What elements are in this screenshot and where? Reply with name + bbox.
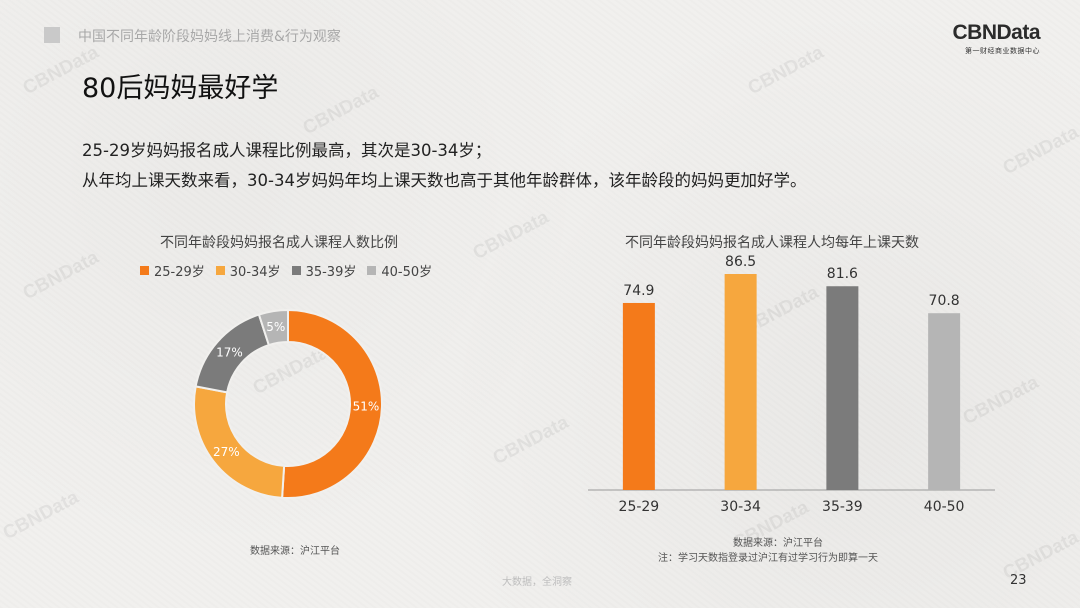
bar-category-label: 30-34 xyxy=(720,499,761,515)
bar xyxy=(622,302,655,490)
bar xyxy=(724,274,757,490)
brand: CBNData 第一财经商业数据中心 xyxy=(952,22,1040,56)
legend-item: 25-29岁 xyxy=(140,261,205,280)
page-number: 23 xyxy=(1010,573,1027,588)
bar-category-label: 40-50 xyxy=(924,499,965,515)
bar-value-label: 70.8 xyxy=(929,293,960,309)
bar-value-label: 86.5 xyxy=(725,254,756,270)
footer-slogan: 大数据，全洞察 xyxy=(502,577,572,588)
donut-slice-label: 17% xyxy=(216,345,243,359)
donut-chart-title: 不同年龄段妈妈报名成人课程人数比例 xyxy=(160,235,398,251)
bar-chart-title: 不同年龄段妈妈报名成人课程人均每年上课天数 xyxy=(625,235,919,251)
legend-item: 30-34岁 xyxy=(215,261,281,280)
bar-category-label: 35-39 xyxy=(822,499,863,515)
donut-slice-label: 51% xyxy=(353,399,380,413)
legend-label: 40-50岁 xyxy=(381,265,433,280)
header-marker-icon xyxy=(44,27,60,43)
donut-slice xyxy=(281,308,383,499)
legend-label: 25-29岁 xyxy=(154,265,205,280)
bar-value-label: 81.6 xyxy=(827,266,858,282)
brand-subtitle: 第一财经商业数据中心 xyxy=(965,47,1040,55)
legend-item: 35-39岁 xyxy=(291,261,357,280)
donut-legend: 25-29岁 30-34岁 35-39岁 40-50岁 xyxy=(140,261,432,280)
legend-swatch xyxy=(215,266,225,275)
bar-note: 注：学习天数指登录过沪江有过学习行为即算一天 xyxy=(658,553,878,564)
bar xyxy=(826,286,859,490)
bar-source: 数据来源：沪江平台 xyxy=(733,538,823,549)
legend-swatch xyxy=(367,266,377,275)
donut-source: 数据来源：沪江平台 xyxy=(250,546,340,557)
page-title: 80后妈妈最好学 xyxy=(82,73,279,104)
intro-line-2: 从年均上课天数来看，30-34岁妈妈年均上课天数也高于其他年龄群体，该年龄段的妈… xyxy=(82,171,807,190)
donut-slice-label: 5% xyxy=(266,320,285,334)
legend-swatch xyxy=(140,266,149,275)
legend-swatch xyxy=(291,266,301,275)
legend-label: 30-34岁 xyxy=(229,265,281,280)
bar-category-label: 25-29 xyxy=(619,499,660,515)
donut-slice-label: 27% xyxy=(213,445,240,459)
intro-line-1: 25-29岁妈妈报名成人课程比例最高，其次是30-34岁； xyxy=(82,141,492,160)
donut-slice xyxy=(257,308,289,347)
breadcrumb: 中国不同年龄阶段妈妈线上消费&行为观察 xyxy=(78,29,341,45)
bar xyxy=(928,313,961,490)
brand-logo: CBNData xyxy=(952,21,1040,44)
legend-item: 40-50岁 xyxy=(367,261,432,280)
legend-label: 35-39岁 xyxy=(305,265,357,280)
intro-text: 25-29岁妈妈报名成人课程比例最高，其次是30-34岁； 从年均上课天数来看，… xyxy=(82,136,806,196)
bar-value-label: 74.9 xyxy=(623,283,654,299)
